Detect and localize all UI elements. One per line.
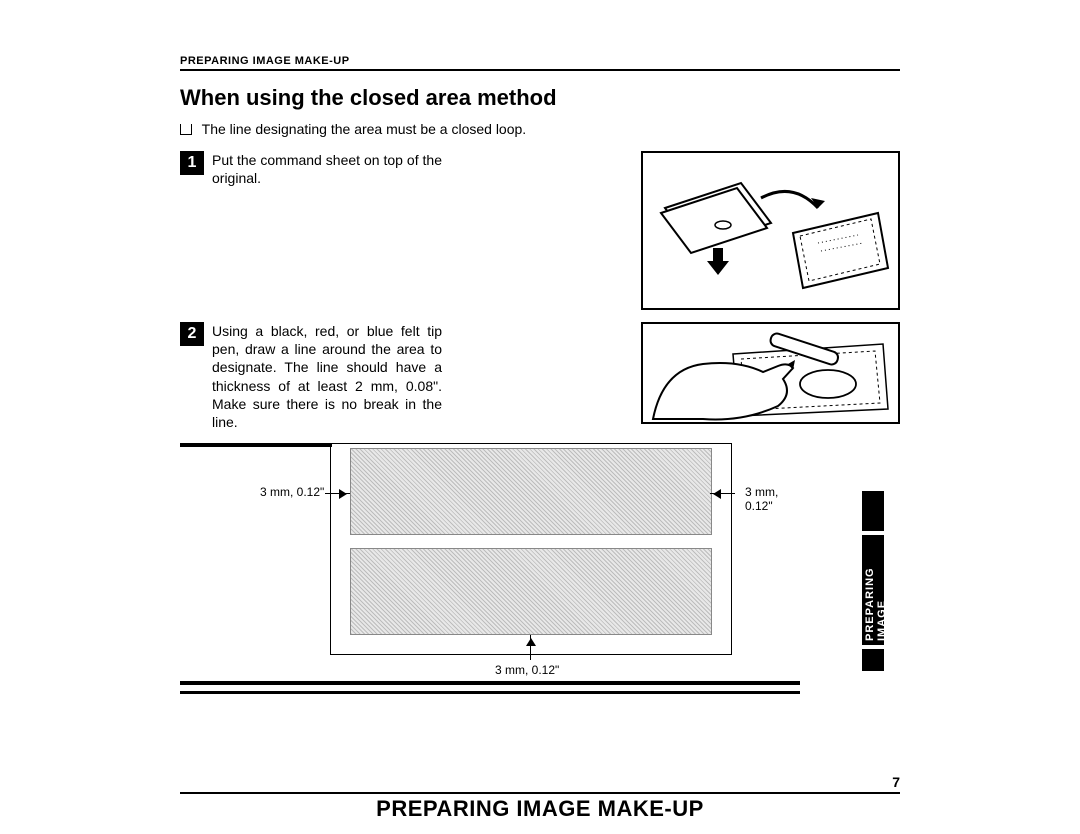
margin-diagram: 3 mm, 0.12" 3 mm, 0.12" 3 mm, 0.12" bbox=[270, 443, 790, 693]
command-sheet-illustration bbox=[643, 153, 898, 308]
side-tab-top bbox=[862, 491, 884, 531]
page-footer: 7 PREPARING IMAGE MAKE-UP bbox=[180, 774, 900, 822]
page-number: 7 bbox=[180, 774, 900, 794]
hand-drawing-illustration bbox=[643, 324, 898, 422]
step-2-figure bbox=[641, 322, 900, 424]
step-2: 2 Using a black, red, or blue felt tip p… bbox=[180, 322, 900, 431]
heavy-rule-bottom-2 bbox=[180, 691, 800, 694]
step-number: 1 bbox=[180, 151, 204, 175]
step-number: 2 bbox=[180, 322, 204, 346]
bullet-icon bbox=[180, 124, 192, 135]
running-head: PREPARING IMAGE MAKE-UP bbox=[180, 55, 900, 71]
dim-bottom-label: 3 mm, 0.12" bbox=[495, 663, 559, 677]
dim-right-label: 3 mm, 0.12" bbox=[745, 485, 790, 513]
side-tab-text: PREPARING IMAGE bbox=[862, 535, 890, 645]
step-1: 1 Put the command sheet on top of the or… bbox=[180, 151, 900, 310]
footer-title: PREPARING IMAGE MAKE-UP bbox=[180, 796, 900, 822]
step-text: Put the command sheet on top of the orig… bbox=[212, 151, 442, 187]
page-body: PREPARING IMAGE MAKE-UP When using the c… bbox=[180, 55, 900, 693]
arrow-left-icon bbox=[325, 493, 350, 494]
section-title: When using the closed area method bbox=[180, 85, 900, 111]
step-text: Using a black, red, or blue felt tip pen… bbox=[212, 322, 442, 431]
hatched-bottom bbox=[350, 548, 712, 635]
side-tab-bottom bbox=[862, 649, 884, 671]
intro-line: The line designating the area must be a … bbox=[180, 121, 900, 137]
hatched-top bbox=[350, 448, 712, 535]
heavy-rule-top bbox=[180, 443, 332, 447]
heavy-rule-bottom bbox=[180, 681, 800, 685]
side-tab-label: PREPARING IMAGE bbox=[862, 535, 884, 645]
dim-left-label: 3 mm, 0.12" bbox=[260, 485, 324, 499]
arrow-bottom-icon bbox=[530, 635, 531, 660]
step-1-figure bbox=[641, 151, 900, 310]
arrow-right-icon bbox=[710, 493, 735, 494]
intro-text: The line designating the area must be a … bbox=[202, 121, 527, 137]
